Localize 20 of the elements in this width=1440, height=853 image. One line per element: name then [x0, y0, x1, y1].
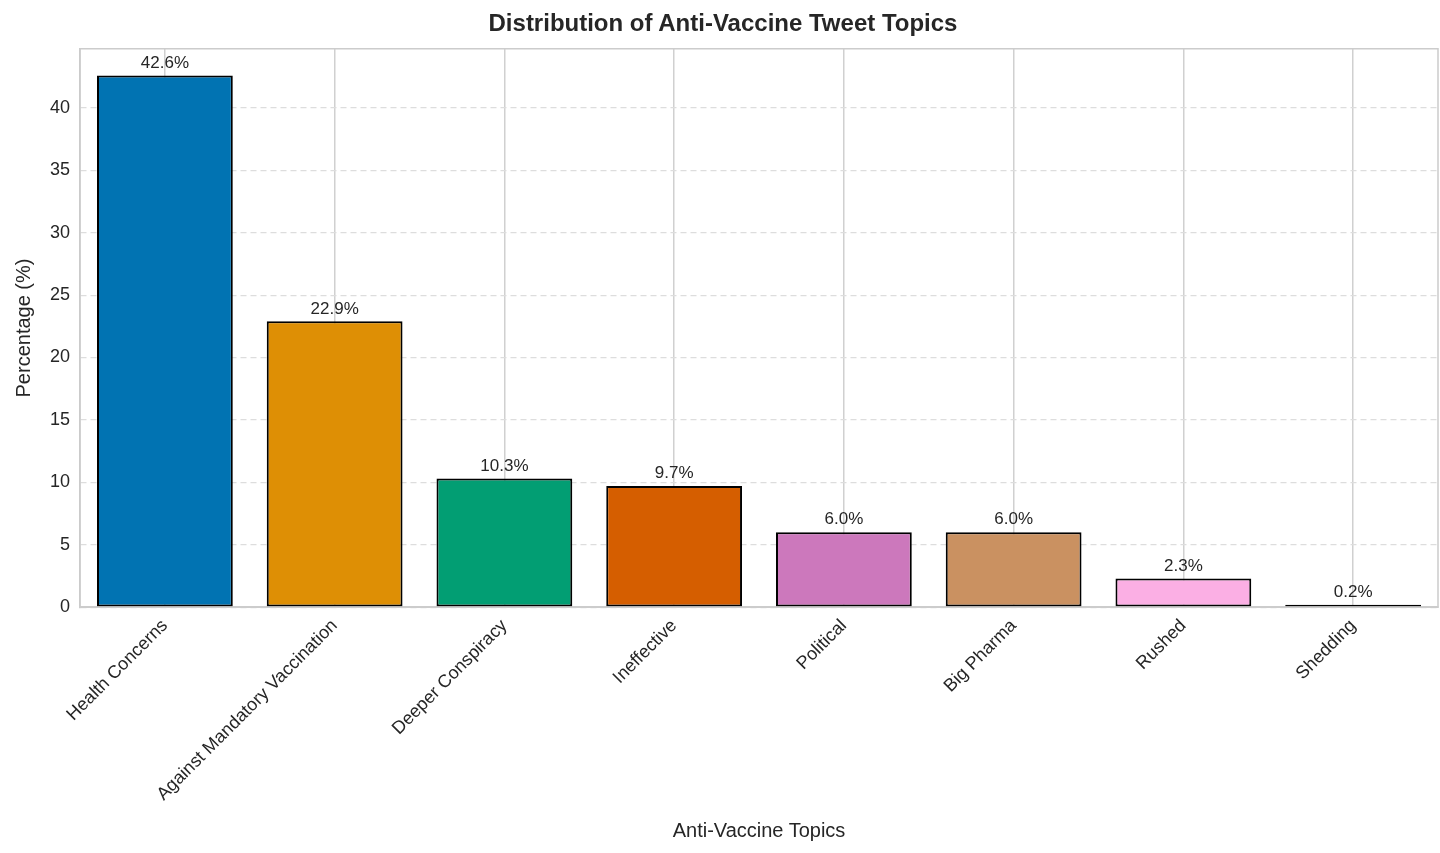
- data-label: 6.0%: [824, 509, 864, 529]
- data-label: 0.2%: [1333, 581, 1373, 601]
- data-label: 9.7%: [654, 463, 694, 483]
- x-axis-title: Anti-Vaccine Topics: [672, 818, 846, 841]
- data-label: 42.6%: [140, 52, 189, 72]
- y-axis-title: Percentage (%): [11, 258, 34, 398]
- y-tick-label: 20: [49, 346, 71, 367]
- data-label: 10.3%: [480, 455, 529, 475]
- y-tick-label: 5: [60, 533, 71, 554]
- y-tick-label: 0: [60, 596, 71, 617]
- y-tick-label: 40: [49, 96, 71, 117]
- y-tick-label: 25: [49, 284, 71, 305]
- data-label: 22.9%: [310, 298, 359, 318]
- chart-title: Distribution of Anti-Vaccine Tweet Topics: [488, 9, 958, 37]
- data-label: 2.3%: [1164, 555, 1203, 575]
- y-tick-label: 30: [49, 221, 71, 242]
- y-tick-label: 15: [49, 408, 71, 429]
- y-tick-label: 10: [49, 471, 71, 492]
- data-label: 6.0%: [994, 509, 1034, 529]
- y-tick-label: 35: [49, 159, 71, 180]
